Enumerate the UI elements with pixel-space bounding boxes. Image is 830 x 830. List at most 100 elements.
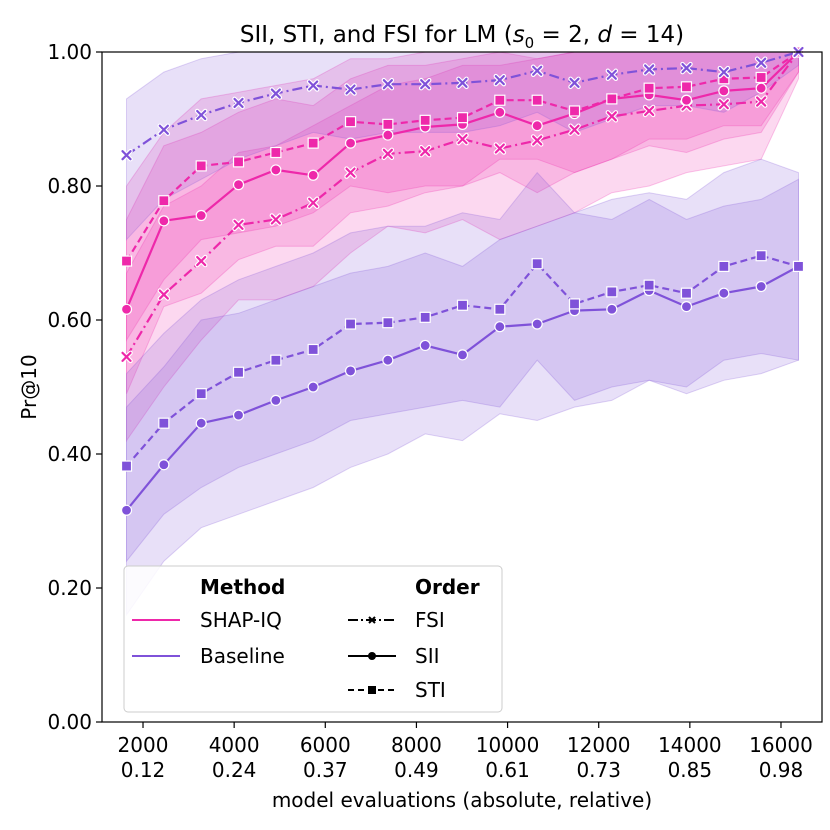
point-baseline-sii-5 [307, 381, 319, 393]
point-shap-iq-fsi-7 [381, 147, 395, 161]
point-baseline-sii-0 [120, 504, 133, 516]
point-shap-iq-sii-11 [531, 120, 543, 132]
point-baseline-sti-14 [643, 279, 655, 291]
x-tick-label-absolute: 10000 [476, 733, 540, 757]
x-tick-label-absolute: 6000 [300, 733, 351, 757]
point-baseline-fsi-0 [120, 148, 133, 162]
point-shap-iq-sti-5 [307, 137, 319, 149]
point-shap-iq-sii-16 [718, 85, 730, 97]
x-tick-label-relative: 0.85 [668, 758, 713, 782]
legend-fsi-marker-icon [368, 616, 376, 624]
legend-method-heading: Method [200, 575, 285, 599]
point-shap-iq-fsi-5 [306, 196, 320, 209]
point-baseline-sti-9 [456, 299, 469, 311]
point-baseline-sii-16 [718, 287, 730, 299]
legend-order-heading: Order [415, 575, 480, 599]
x-tick-label-relative: 0.49 [394, 758, 439, 782]
point-baseline-sti-5 [307, 343, 319, 356]
point-baseline-sii-17 [755, 280, 767, 293]
legend-sti-label: STI [415, 678, 446, 702]
point-shap-iq-sti-17 [755, 71, 767, 84]
point-shap-iq-sti-1 [158, 195, 170, 207]
point-shap-iq-sti-15 [680, 81, 693, 93]
point-baseline-sti-12 [568, 298, 581, 310]
point-baseline-sti-3 [232, 366, 245, 378]
point-shap-iq-fsi-0 [120, 350, 133, 364]
point-baseline-sti-7 [382, 317, 394, 329]
y-tick-label: 0.40 [47, 442, 92, 466]
legend: Method Order SHAP-IQ Baseline FSI SII ST… [123, 565, 503, 713]
point-baseline-sti-16 [718, 260, 730, 272]
point-shap-iq-sii-2 [195, 209, 207, 222]
point-shap-iq-fsi-16 [717, 98, 731, 111]
point-baseline-sti-17 [755, 250, 767, 262]
x-tick-label-absolute: 8000 [391, 733, 442, 757]
point-shap-iq-sii-15 [680, 94, 693, 106]
point-baseline-fsi-12 [568, 76, 581, 90]
title-eq2: = 14) [612, 22, 684, 48]
x-tick-label-absolute: 12000 [567, 733, 631, 757]
title-d: d [597, 22, 612, 48]
point-baseline-fsi-10 [493, 73, 507, 87]
legend-sii-label: SII [415, 644, 440, 668]
point-shap-iq-sti-3 [232, 156, 245, 168]
x-tick-label-absolute: 16000 [749, 733, 813, 757]
point-baseline-sii-9 [456, 349, 469, 361]
point-baseline-sti-15 [680, 287, 693, 299]
x-tick-label-absolute: 4000 [209, 733, 260, 757]
y-tick-label: 0.60 [47, 308, 92, 332]
point-shap-iq-sti-11 [531, 94, 543, 106]
point-baseline-sti-8 [419, 311, 431, 323]
point-shap-iq-fsi-13 [605, 110, 619, 123]
point-baseline-fsi-9 [456, 76, 469, 90]
point-baseline-fsi-1 [157, 123, 171, 136]
point-shap-iq-fsi-1 [157, 288, 171, 301]
point-shap-iq-fsi-3 [232, 218, 245, 232]
point-shap-iq-sii-10 [494, 106, 506, 118]
point-baseline-sii-8 [419, 339, 431, 352]
y-tick-label: 0.00 [47, 710, 92, 734]
point-baseline-sti-13 [606, 286, 618, 298]
x-tick-label-relative: 0.98 [759, 758, 804, 782]
y-axis-label: Pr@10 [17, 354, 41, 419]
point-baseline-sii-1 [158, 459, 170, 471]
legend-fsi-label: FSI [415, 608, 445, 632]
point-baseline-fsi-6 [344, 83, 357, 96]
plot-frame [101, 51, 823, 723]
point-baseline-fsi-2 [194, 108, 208, 122]
point-shap-iq-sti-2 [195, 160, 207, 172]
point-baseline-fsi-17 [754, 56, 768, 69]
y-tick-label: 0.20 [47, 576, 92, 600]
point-shap-iq-fsi-14 [642, 104, 656, 118]
point-baseline-sti-6 [344, 318, 357, 330]
point-shap-iq-sti-12 [568, 105, 581, 117]
point-shap-iq-sii-0 [120, 303, 133, 315]
x-tick-label-relative: 0.24 [212, 758, 257, 782]
point-baseline-fsi-14 [642, 63, 656, 76]
point-shap-iq-fsi-10 [493, 142, 507, 155]
point-shap-iq-sii-5 [307, 169, 319, 181]
point-baseline-sti-11 [531, 258, 543, 270]
point-baseline-sti-10 [494, 303, 506, 315]
legend-sii-marker-icon [368, 652, 376, 660]
point-shap-iq-sti-10 [494, 94, 506, 106]
point-shap-iq-sti-8 [419, 114, 431, 126]
point-baseline-sii-7 [382, 354, 394, 366]
point-baseline-sti-1 [158, 417, 170, 429]
point-baseline-sii-4 [270, 394, 282, 406]
x-tick-label-relative: 0.73 [576, 758, 621, 782]
point-shap-iq-sti-7 [382, 118, 394, 130]
band-shap-iq-fsi [126, 51, 799, 443]
x-tick-label-relative: 0.37 [303, 758, 348, 782]
y-tick-label: 1.00 [47, 40, 92, 64]
point-baseline-sti-4 [270, 354, 282, 366]
legend-box [123, 565, 503, 713]
point-baseline-fsi-7 [381, 77, 395, 91]
point-shap-iq-sii-6 [344, 137, 357, 149]
point-baseline-sti-2 [195, 388, 207, 400]
point-baseline-sti-0 [120, 460, 133, 472]
point-baseline-fsi-11 [530, 64, 544, 78]
point-baseline-fsi-3 [232, 96, 245, 110]
